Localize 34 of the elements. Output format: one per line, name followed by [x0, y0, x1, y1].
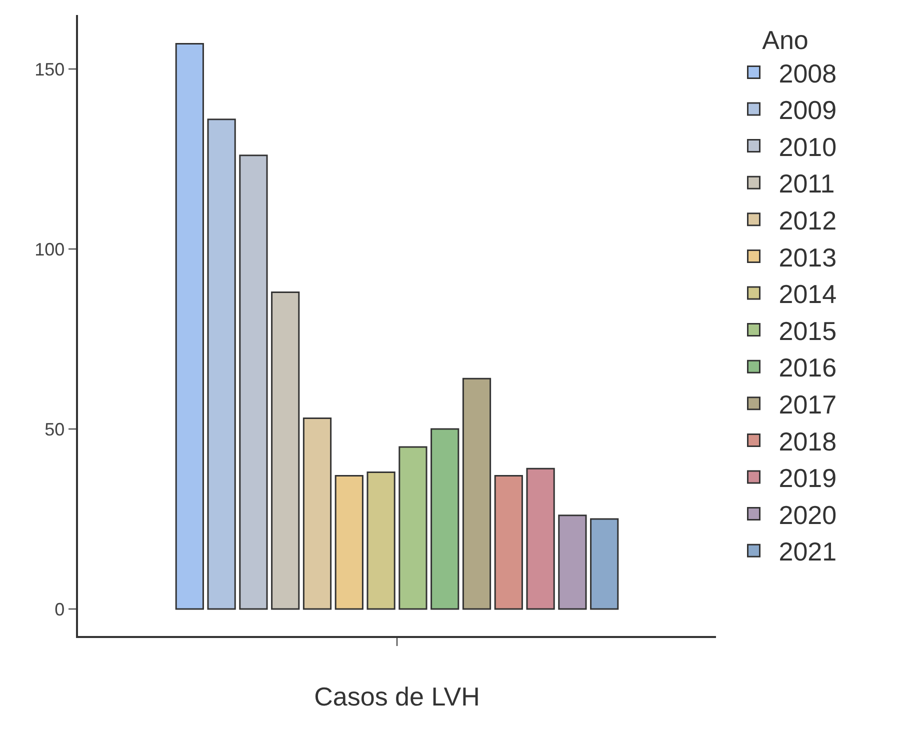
legend-label: 2018	[778, 426, 837, 456]
legend-label: 2016	[778, 352, 837, 383]
legend-label: 2021	[778, 536, 837, 567]
y-tick-label: 100	[34, 239, 65, 260]
bar	[494, 475, 523, 610]
bar	[302, 417, 332, 610]
bar	[239, 154, 268, 610]
legend-title: Ano	[762, 24, 808, 55]
legend-label: 2013	[778, 242, 837, 272]
bar	[590, 518, 619, 610]
bar	[207, 118, 236, 610]
legend-label: 2011	[778, 168, 835, 199]
bar	[271, 291, 300, 610]
legend-label: 2008	[778, 58, 837, 88]
bar	[430, 428, 460, 610]
y-tick-label: 0	[54, 599, 65, 620]
bar	[334, 475, 364, 610]
legend-label: 2017	[778, 390, 837, 420]
legend-label: 2012	[778, 206, 837, 236]
bar	[558, 514, 587, 610]
legend-label: 2015	[778, 316, 837, 346]
bar	[175, 43, 204, 610]
bar	[526, 468, 555, 610]
bar	[366, 471, 396, 610]
legend-label: 2010	[778, 132, 837, 162]
x-axis-title: Casos de LVH	[314, 681, 480, 712]
legend-label: 2020	[778, 500, 837, 530]
y-tick-label: 150	[34, 59, 65, 80]
legend-label: 2009	[778, 95, 837, 126]
bar	[398, 446, 428, 610]
legend-label: 2014	[778, 279, 837, 310]
legend-label: 2019	[778, 463, 837, 494]
y-tick-label: 50	[44, 419, 65, 440]
bar	[462, 378, 492, 610]
